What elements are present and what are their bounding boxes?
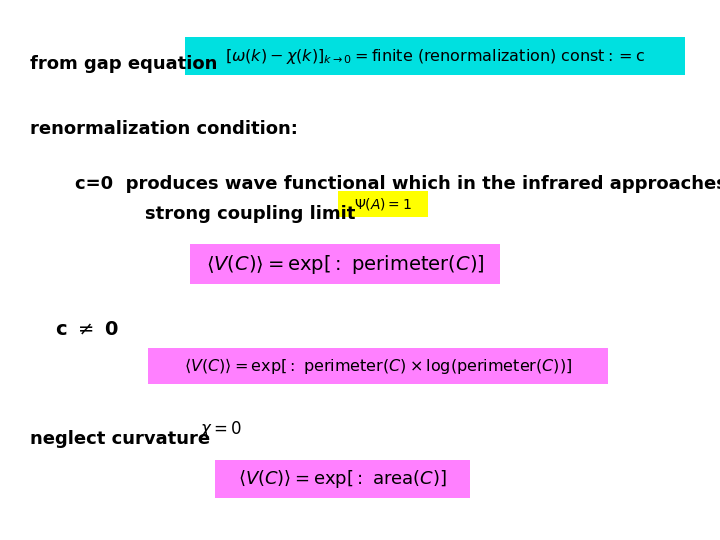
Text: $\langle V(C)\rangle = \exp[:\  \mathrm{perimeter}(C)\times\log(\mathrm{perimete: $\langle V(C)\rangle = \exp[:\ \mathrm{p…: [184, 356, 572, 376]
Text: $\Psi(A)=1$: $\Psi(A)=1$: [354, 196, 412, 212]
Bar: [185, 37, 685, 75]
Text: $\left[\omega(k)-\chi(k)\right]_{k\to 0} = \mathrm{finite\ (renormalization)\ co: $\left[\omega(k)-\chi(k)\right]_{k\to 0}…: [225, 46, 645, 65]
Text: from gap equation: from gap equation: [30, 55, 217, 73]
Text: renormalization condition:: renormalization condition:: [30, 120, 298, 138]
Bar: [148, 348, 608, 384]
Bar: [190, 244, 500, 284]
Text: c $\neq$ 0: c $\neq$ 0: [55, 320, 119, 339]
Bar: [215, 460, 470, 498]
Text: c=0  produces wave functional which in the infrared approaches the: c=0 produces wave functional which in th…: [75, 175, 720, 193]
Text: $\langle V(C)\rangle = \exp[:\  \mathrm{area}(C)]$: $\langle V(C)\rangle = \exp[:\ \mathrm{a…: [238, 468, 447, 490]
Bar: [338, 191, 428, 217]
Text: $\langle V(C)\rangle = \exp[:\  \mathrm{perimeter}(C)]$: $\langle V(C)\rangle = \exp[:\ \mathrm{p…: [206, 253, 485, 275]
Text: $\chi = 0$: $\chi = 0$: [200, 420, 243, 441]
Text: neglect curvature: neglect curvature: [30, 430, 210, 448]
Text: strong coupling limit: strong coupling limit: [145, 205, 356, 223]
